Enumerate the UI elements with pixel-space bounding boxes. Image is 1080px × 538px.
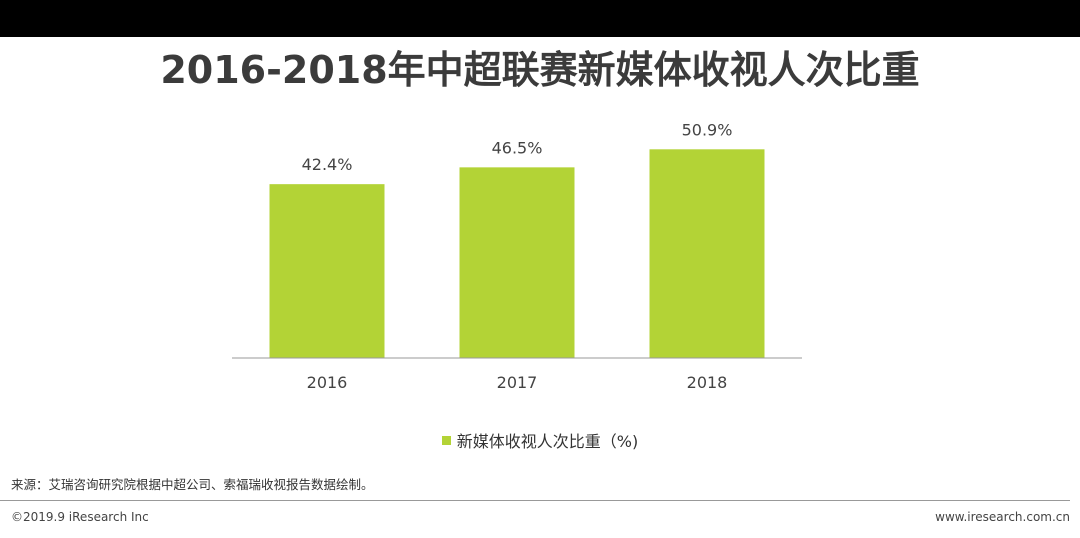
chart-title: 2016-2018年中超联赛新媒体收视人次比重 xyxy=(160,48,920,92)
data-label-2016: 42.4% xyxy=(302,155,353,174)
data-label-2018: 50.9% xyxy=(682,120,733,139)
x-tick-label-2016: 2016 xyxy=(307,373,348,392)
copyright-text: ©2019.9 iResearch Inc xyxy=(11,510,149,524)
legend: 新媒体收视人次比重（%) xyxy=(0,428,1080,452)
website-link[interactable]: www.iresearch.com.cn xyxy=(935,510,1070,524)
top-banner xyxy=(0,0,1080,37)
source-note: 来源：艾瑞咨询研究院根据中超公司、索福瑞收视报告数据绘制。 xyxy=(11,477,374,492)
legend-swatch xyxy=(441,435,451,445)
x-tick-label-2018: 2018 xyxy=(687,373,728,392)
x-tick-label-2017: 2017 xyxy=(497,373,538,392)
bar-2017 xyxy=(459,167,575,358)
footer-divider xyxy=(0,500,1070,501)
bar-2018 xyxy=(649,149,765,358)
bar-2016 xyxy=(269,184,385,358)
data-label-2017: 46.5% xyxy=(492,138,543,157)
legend-label: 新媒体收视人次比重（%) xyxy=(456,432,639,451)
